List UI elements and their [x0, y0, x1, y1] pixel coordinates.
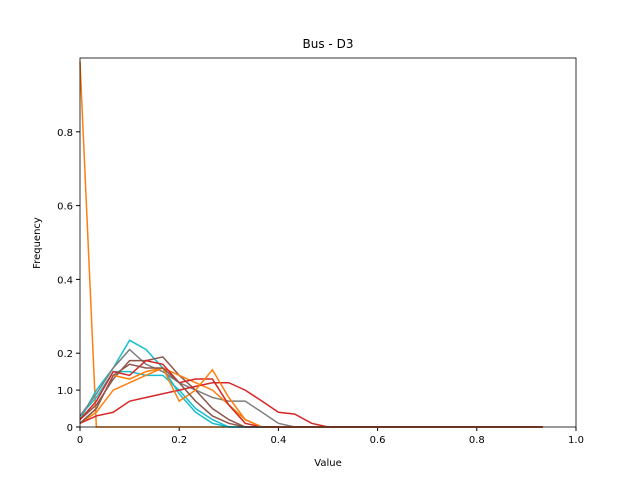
- chart-title: Bus - D3: [303, 37, 354, 51]
- x-tick-label: 0.4: [270, 435, 286, 446]
- series-line: [79, 61, 543, 428]
- x-tick-label: 0.8: [469, 435, 485, 446]
- y-tick-label: 0: [67, 423, 73, 434]
- x-tick-label: 0.2: [171, 435, 187, 446]
- y-tick-label: 1.0: [57, 386, 73, 397]
- series-line: [79, 381, 543, 428]
- y-axis-label: Frequency: [32, 217, 43, 269]
- plot-frame: [79, 57, 577, 428]
- x-tick-label: 0.6: [370, 435, 386, 446]
- series-line: [79, 339, 543, 428]
- series-line: [79, 370, 543, 428]
- y-tick-label: 0.4: [57, 275, 73, 286]
- x-tick-label: 1.0: [568, 435, 584, 446]
- x-axis-label: Value: [314, 458, 341, 469]
- y-tick-label: 0.8: [57, 128, 73, 139]
- y-tick-label: 0.2: [57, 349, 73, 360]
- y-tick-label: 0.6: [57, 202, 73, 213]
- x-tick-label: 0: [77, 435, 83, 446]
